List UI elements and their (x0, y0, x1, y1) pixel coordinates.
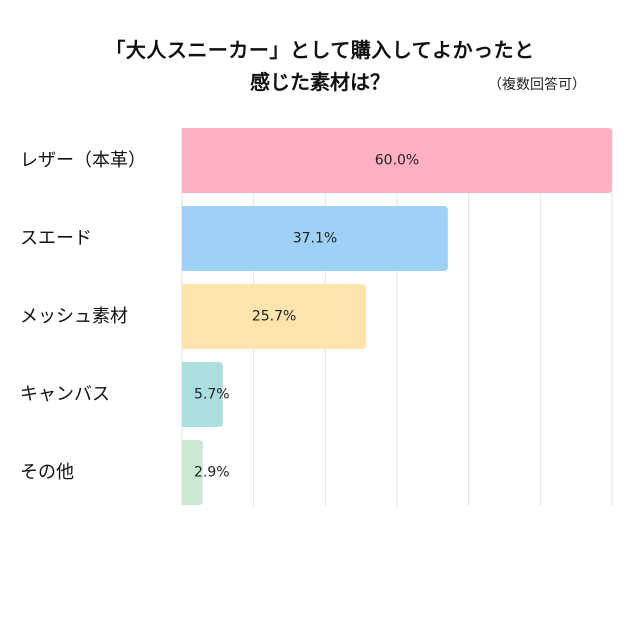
chart-subtitle: （複数回答可） (488, 77, 586, 93)
category-label: キャンバス (20, 384, 110, 405)
bar (182, 362, 223, 427)
chart-title: 「大人スニーカー」として購入してよかったと (105, 38, 535, 62)
category-label: その他 (20, 462, 74, 483)
data-label: 37.1% (293, 231, 337, 247)
category-label: スエード (20, 228, 92, 249)
chart-title-line2: 感じた素材は？ (250, 70, 390, 94)
category-label: メッシュ素材 (20, 306, 128, 327)
bar (182, 206, 448, 271)
category-label: レザー（本革） (20, 150, 146, 171)
data-label: 60.0% (375, 153, 419, 169)
data-label: 25.7% (252, 309, 296, 325)
data-label: 2.9% (194, 465, 230, 481)
bar (182, 128, 612, 193)
data-label: 5.7% (194, 387, 230, 403)
bar (182, 284, 367, 349)
bar (182, 440, 203, 505)
